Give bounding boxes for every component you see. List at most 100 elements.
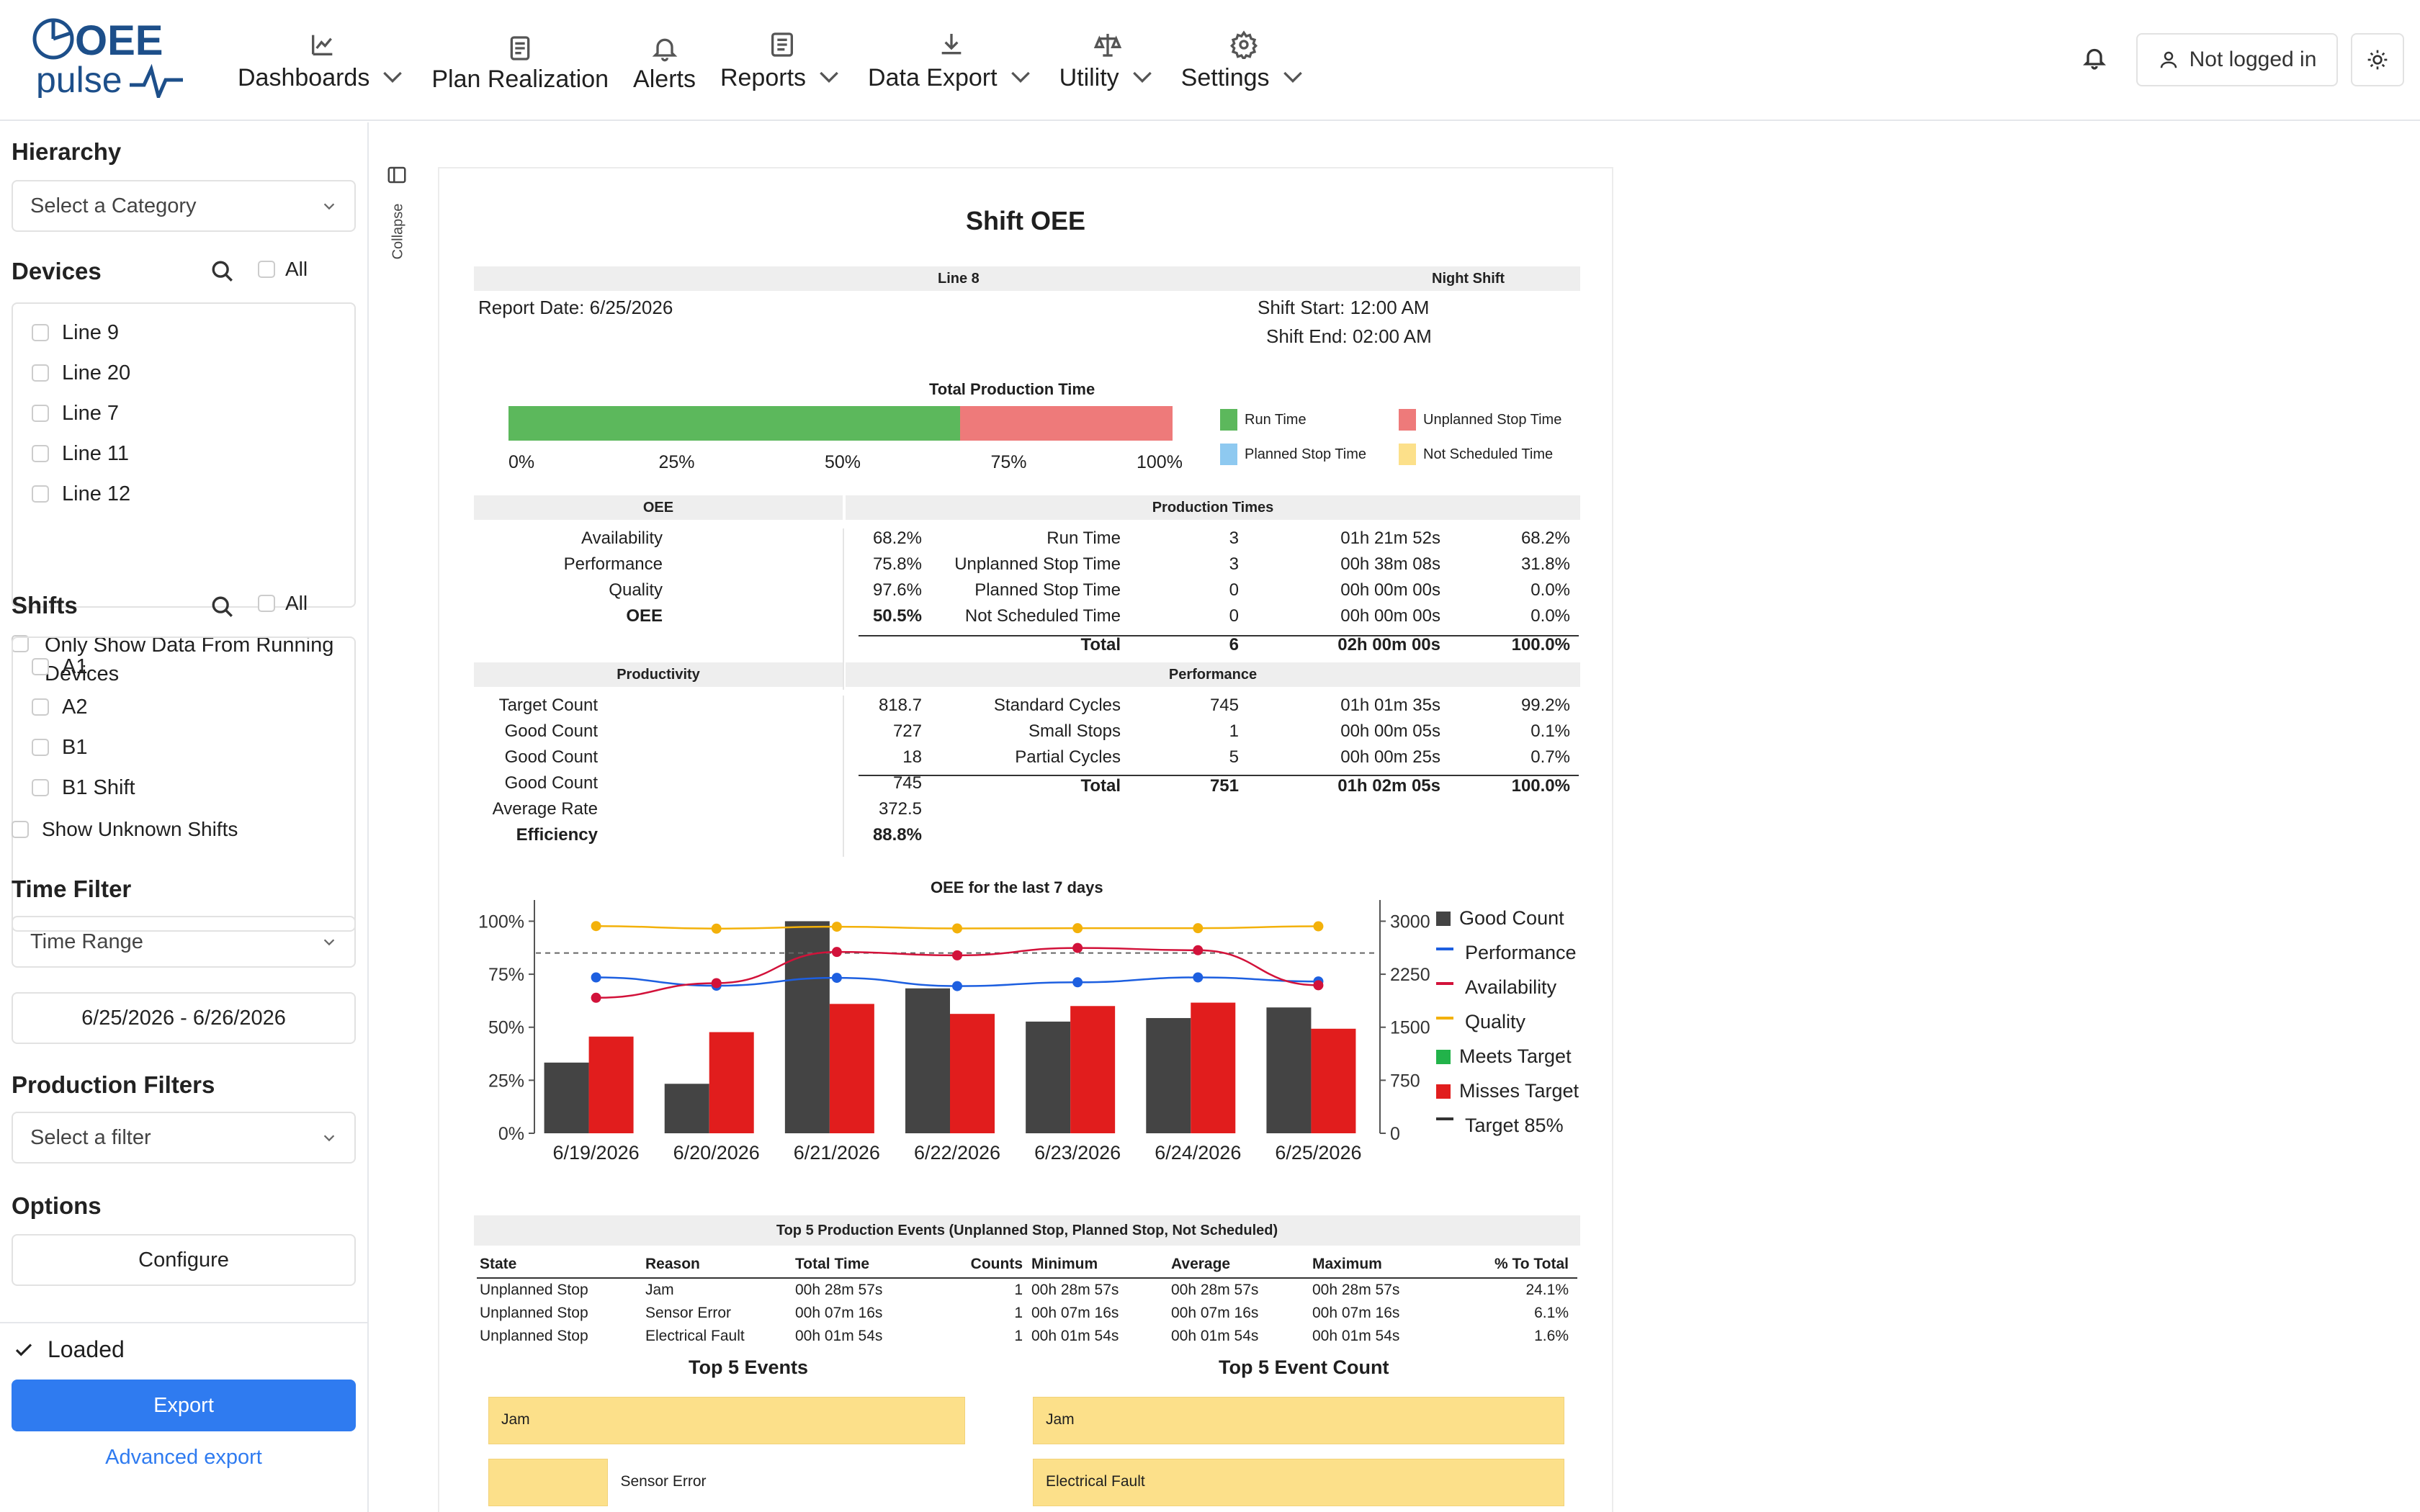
shifts-list[interactable]: A1 A2 B1 B1 Shift <box>12 636 356 932</box>
point-quality <box>952 923 962 934</box>
checkbox[interactable] <box>32 739 49 756</box>
document-icon <box>510 36 530 60</box>
list-item[interactable]: Line 11 <box>13 433 354 474</box>
y-left-tick-label: 100% <box>478 912 524 932</box>
devices-list[interactable]: Line 9 Line 20 Line 7 Line 11 Line 12 <box>12 302 356 608</box>
user-icon <box>2160 51 2177 68</box>
top5-bar[interactable] <box>488 1397 965 1444</box>
date-range-picker[interactable]: 6/25/2026 - 6/26/2026 <box>12 992 356 1044</box>
x-tick-label: 6/20/2026 <box>673 1142 760 1164</box>
app-logo[interactable]: OEE pulse <box>29 12 187 98</box>
notifications-bell-icon[interactable] <box>2081 45 2107 71</box>
list-item[interactable]: A1 <box>13 647 354 687</box>
nav-item-reports[interactable]: Reports <box>720 30 843 94</box>
productivity-value: 727 <box>892 721 922 741</box>
list-item[interactable]: B1 <box>13 727 354 768</box>
shift-oee-report: Shift OEE Line 8 Night Shift Report Date… <box>438 167 1613 1512</box>
top5-bar[interactable] <box>1033 1459 1564 1506</box>
time-filter-select[interactable]: Time Range <box>12 916 356 968</box>
events-cell: Unplanned Stop <box>480 1328 588 1344</box>
events-cell: 00h 01m 54s <box>1312 1328 1400 1344</box>
checkbox[interactable] <box>32 324 49 341</box>
point-performance <box>952 981 962 991</box>
performance-header: Performance <box>1168 666 1258 683</box>
x-tick-label: 6/21/2026 <box>794 1142 880 1164</box>
unknown-shifts-checkbox[interactable]: Show Unknown Shifts <box>12 818 238 841</box>
performance-count: 751 <box>1209 776 1239 796</box>
performance-duration: 00h 00m 25s <box>1340 747 1440 767</box>
nav-item-settings[interactable]: Settings <box>1181 30 1307 94</box>
events-header-cell: Reason <box>645 1256 700 1272</box>
y-right-tick-label: 2250 <box>1390 965 1430 985</box>
list-item-label: Line 7 <box>62 401 120 425</box>
chevron-down-icon <box>323 203 335 210</box>
nav-item-plan-realization[interactable]: Plan Realization <box>431 34 609 94</box>
oee-value: 97.6% <box>872 580 922 600</box>
events-cell: Jam <box>645 1282 674 1298</box>
devices-all-checkbox[interactable]: All <box>258 258 308 281</box>
collapse-sidebar-toggle[interactable]: Collapse <box>380 158 416 274</box>
export-button[interactable]: Export <box>12 1380 356 1431</box>
bar-good-count <box>664 1084 709 1133</box>
list-item[interactable]: B1 Shift <box>13 768 354 808</box>
theme-toggle-button[interactable] <box>2351 33 2404 86</box>
checkbox[interactable] <box>32 485 49 503</box>
devices-title: Devices <box>12 258 102 284</box>
report-header-band: Line 8 Night Shift <box>474 266 1580 291</box>
bar-misses-target <box>588 1036 634 1133</box>
checkbox[interactable] <box>32 364 49 382</box>
list-item[interactable]: A2 <box>13 687 354 727</box>
checkbox[interactable] <box>32 698 49 716</box>
configure-button[interactable]: Configure <box>12 1234 356 1286</box>
shifts-search-icon[interactable] <box>210 595 235 619</box>
performance-pct: 99.2% <box>1520 696 1570 715</box>
collapse-label: Collapse <box>390 203 406 260</box>
sidebar-divider <box>0 1322 367 1323</box>
list-item[interactable]: Line 9 <box>13 312 354 353</box>
chevron-down-icon <box>323 1135 335 1142</box>
devices-search-icon[interactable] <box>210 259 235 284</box>
top5-bar[interactable] <box>1033 1397 1564 1444</box>
nav-item-utility[interactable]: Utility <box>1059 30 1157 94</box>
top5-bar[interactable] <box>488 1459 608 1506</box>
prod-time-pct: 100.0% <box>1511 635 1570 654</box>
chevron-down-icon <box>1132 71 1152 84</box>
y-left-tick-label: 0% <box>498 1124 524 1144</box>
logo-text-oee: OEE <box>75 17 163 64</box>
checkbox[interactable] <box>32 445 49 462</box>
point-performance <box>831 973 842 984</box>
shifts-all-checkbox[interactable]: All <box>258 592 308 615</box>
checkbox[interactable] <box>32 658 49 675</box>
productivity-label: Average Rate <box>492 799 598 819</box>
tpt-stacked-bar <box>508 406 1173 441</box>
nav-item-dashboards[interactable]: Dashboards <box>238 30 407 94</box>
top5-count-title: Top 5 Event Count <box>1219 1356 1389 1378</box>
list-item[interactable]: Line 20 <box>13 353 354 393</box>
chevron-down-icon <box>820 71 838 84</box>
point-availability <box>591 992 601 1003</box>
events-header-rule <box>477 1277 1577 1279</box>
point-quality <box>591 921 601 932</box>
list-item[interactable]: Line 12 <box>13 474 354 514</box>
tpt-tick-label: 25% <box>658 452 695 472</box>
list-item-label: A1 <box>62 654 88 678</box>
nav-item-alerts[interactable]: Alerts <box>633 34 696 94</box>
login-button[interactable]: Not logged in <box>2136 33 2338 86</box>
hierarchy-select[interactable]: Select a Category <box>12 180 356 232</box>
checkbox[interactable] <box>32 779 49 796</box>
checkbox[interactable] <box>32 405 49 422</box>
events-cell: 00h 07m 16s <box>795 1305 883 1321</box>
x-tick-label: 6/22/2026 <box>914 1142 1000 1164</box>
oee-label: Availability <box>581 528 663 548</box>
nav-label: Reports <box>720 63 807 91</box>
list-item[interactable]: Line 7 <box>13 393 354 433</box>
events-header-cell: State <box>480 1256 517 1272</box>
legend-swatch <box>1436 912 1451 926</box>
nav-item-data-export[interactable]: Data Export <box>868 30 1035 94</box>
oee-header: OEE <box>642 499 674 516</box>
shift-start: Shift Start: 12:00 AM <box>1258 297 1430 318</box>
export-label: Export <box>153 1393 214 1417</box>
sun-icon <box>2367 50 2388 70</box>
advanced-export-link[interactable]: Advanced export <box>105 1446 262 1469</box>
production-filter-select[interactable]: Select a filter <box>12 1112 356 1164</box>
